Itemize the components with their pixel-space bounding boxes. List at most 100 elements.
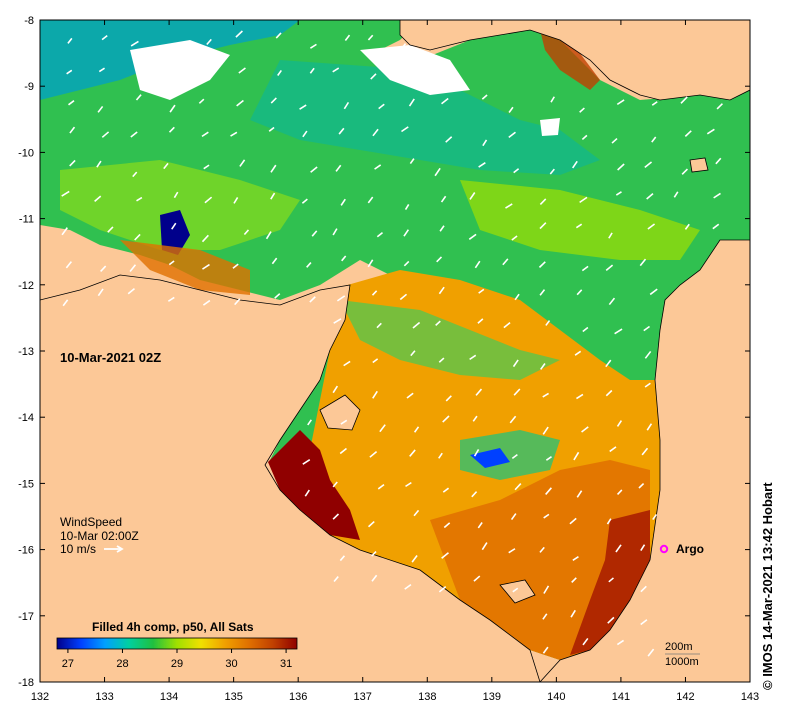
y-tick-label: -16 xyxy=(18,545,34,557)
wind-arrow-icon xyxy=(101,35,108,41)
wind-arrow-icon xyxy=(206,38,212,46)
wind-arrow-icon xyxy=(265,231,272,240)
wind-arrow-icon xyxy=(605,359,612,368)
wind-scale-arrow-icon xyxy=(104,545,124,553)
wind-arrow-icon xyxy=(379,424,386,433)
wind-arrow-icon xyxy=(338,127,345,135)
land-new-guinea xyxy=(399,20,750,101)
x-tick-label: 138 xyxy=(418,691,436,703)
land-cape-york xyxy=(539,239,750,682)
wind-arrow-icon xyxy=(475,388,483,396)
wind-arrow-icon xyxy=(309,67,315,74)
x-tick-label: 142 xyxy=(676,691,694,703)
wind-arrow-icon xyxy=(641,447,649,456)
wind-arrow-icon xyxy=(443,522,451,529)
wind-arrow-icon xyxy=(370,73,377,80)
wind-arrow-icon xyxy=(434,167,441,177)
wind-arrow-icon xyxy=(477,318,484,324)
x-tick-label: 134 xyxy=(160,691,178,703)
wind-arrow-icon xyxy=(542,426,549,435)
wind-arrow-icon xyxy=(243,229,250,236)
wind-arrow-icon xyxy=(302,130,308,138)
wind-arrow-icon xyxy=(576,393,584,400)
no-data-area-2 xyxy=(360,45,470,95)
wind-arrow-icon xyxy=(306,262,312,268)
wind-arrow-icon xyxy=(335,164,342,172)
colorbar-tick-label: 27 xyxy=(62,658,74,670)
wind-arrow-icon xyxy=(640,544,646,552)
wind-arrow-icon xyxy=(403,75,410,82)
wind-arrow-icon xyxy=(203,164,210,170)
wind-arrow-icon xyxy=(332,385,339,394)
wind-arrow-icon xyxy=(438,586,447,593)
wind-arrow-icon xyxy=(302,459,311,465)
wind-legend-time: 10-Mar 02:00Z xyxy=(60,529,139,543)
wind-arrow-icon xyxy=(399,293,408,301)
wind-arrow-icon xyxy=(509,415,517,424)
wind-arrow-icon xyxy=(340,419,348,425)
wind-arrow-icon xyxy=(235,30,243,38)
wind-arrow-icon xyxy=(571,577,577,583)
wind-arrow-icon xyxy=(169,104,176,113)
wind-arrow-icon xyxy=(545,456,552,461)
land-arnhem-land xyxy=(40,274,541,682)
wind-arrow-icon xyxy=(197,74,203,81)
wind-arrow-icon xyxy=(136,196,143,202)
wind-arrow-icon xyxy=(372,358,379,364)
wind-arrow-icon xyxy=(510,513,517,521)
wind-arrow-icon xyxy=(482,139,488,147)
wind-arrow-icon xyxy=(69,159,76,167)
wind-arrow-icon xyxy=(409,158,415,165)
wind-arrow-icon xyxy=(646,193,654,200)
wind-arrow-icon xyxy=(230,131,238,137)
wind-arrow-icon xyxy=(616,639,625,646)
wind-arrow-icon xyxy=(644,161,653,169)
y-tick-label: -12 xyxy=(18,280,34,292)
wind-arrow-icon xyxy=(167,296,175,302)
wind-arrow-icon xyxy=(543,513,550,519)
wind-arrow-icon xyxy=(202,263,210,270)
wind-arrow-icon xyxy=(202,299,211,306)
wind-arrow-icon xyxy=(403,229,410,237)
wind-arrow-icon xyxy=(61,190,70,197)
wind-arrow-icon xyxy=(343,101,350,110)
wind-arrow-icon xyxy=(270,164,277,173)
wind-arrow-icon xyxy=(165,62,170,69)
wind-arrow-icon xyxy=(608,232,613,239)
wind-arrow-icon xyxy=(473,449,480,457)
wind-arrow-icon xyxy=(539,198,547,205)
map-content xyxy=(40,20,750,682)
wind-arrow-icon xyxy=(549,168,555,175)
wind-arrow-icon xyxy=(608,577,614,583)
y-tick-label: -13 xyxy=(18,346,34,358)
wind-arrow-icon xyxy=(572,555,579,561)
wind-arrow-icon xyxy=(163,162,169,170)
wind-arrow-icon xyxy=(309,296,316,303)
y-tick-label: -15 xyxy=(18,478,34,490)
wind-arrow-icon xyxy=(639,258,647,267)
wind-arrow-icon xyxy=(582,637,589,646)
wind-arrow-icon xyxy=(94,195,102,203)
contour-label-200m: 200m xyxy=(665,641,693,653)
wind-arrow-icon xyxy=(651,136,657,143)
wind-arrow-icon xyxy=(204,196,213,204)
wind-arrow-icon xyxy=(441,97,449,105)
wind-arrow-icon xyxy=(681,168,688,175)
wind-arrow-icon xyxy=(367,259,374,268)
wind-arrow-icon xyxy=(647,648,655,657)
wind-arrow-icon xyxy=(332,481,338,488)
wind-arrow-icon xyxy=(438,357,445,363)
wind-arrow-icon xyxy=(715,157,722,165)
wind-arrow-icon xyxy=(198,98,205,104)
wind-arrow-icon xyxy=(550,96,555,103)
wind-arrow-icon xyxy=(339,447,347,455)
wind-arrow-icon xyxy=(581,426,589,433)
wind-arrow-icon xyxy=(333,318,342,324)
wind-arrow-icon xyxy=(299,104,307,110)
wind-arrow-icon xyxy=(579,196,588,204)
wind-arrow-icon xyxy=(129,264,137,273)
wind-arrow-icon xyxy=(471,491,478,498)
wind-arrow-icon xyxy=(101,131,110,138)
x-tick-label: 132 xyxy=(31,691,49,703)
